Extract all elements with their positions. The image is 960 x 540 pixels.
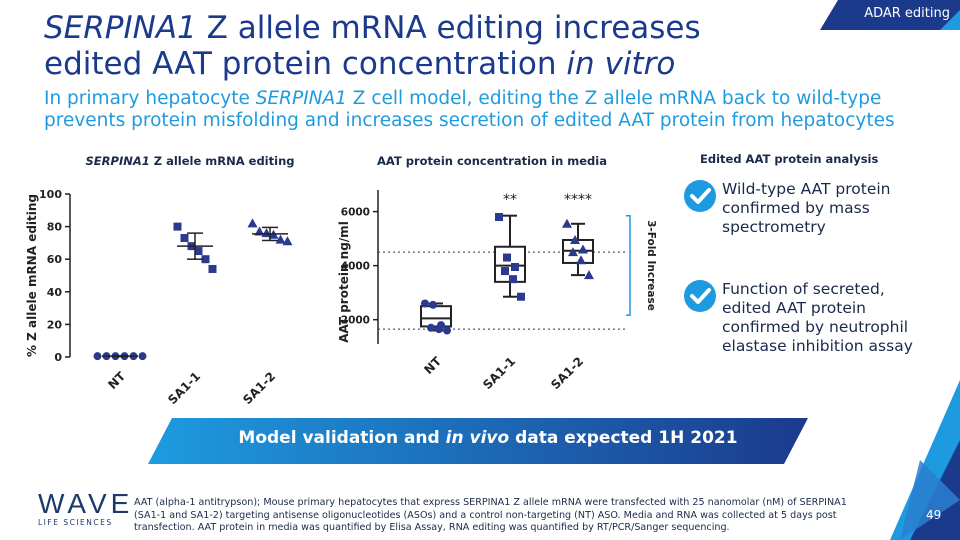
chart1-title-gene: SERPINA1 [85, 154, 150, 168]
data-point [247, 218, 258, 228]
editing-scatter-chart: 0 20 40 60 80 100% Z allele mRNA editing NT SA1… [25, 188, 293, 407]
significance-label: **** [564, 192, 592, 208]
banner-text: Model validation and in vivo data expect… [208, 428, 768, 448]
banner-text-italic: in vivo [445, 428, 510, 448]
y-tick-label: 40 [47, 286, 63, 299]
subtitle-gene: SERPINA1 [255, 88, 347, 109]
data-point [282, 236, 293, 246]
title-gene: SERPINA1 [44, 10, 197, 46]
page-subtitle: In primary hepatocyte SERPINA1 Z cell mo… [44, 88, 904, 132]
data-point [421, 299, 429, 308]
status-banner: Model validation and in vivo data expect… [148, 418, 808, 464]
data-point [138, 352, 147, 361]
y-tick-label: 20 [47, 318, 63, 331]
y-axis-label: % Z allele mRNA editing [25, 194, 39, 357]
y-tick-label: 6000 [341, 207, 370, 219]
x-tick-label: NT [105, 369, 128, 392]
chart1-title-rest: Z allele mRNA editing [149, 154, 295, 168]
section-tag: ADAR editing [820, 0, 960, 30]
title-italic-end: in vitro [566, 46, 676, 82]
protein-box-chart: 2000 4000 6000 AAT protein ng/ml NT SA1-1 SA1-… [337, 190, 657, 392]
checkmark-icon [684, 180, 716, 212]
chart1-title: SERPINA1 Z allele mRNA editing [60, 154, 320, 168]
data-point [517, 292, 525, 301]
company-logo: WAVE LIFE SCIENCES [38, 488, 138, 527]
data-point [578, 244, 588, 254]
checkmark-icon [684, 280, 716, 312]
data-point [180, 234, 189, 243]
analysis-item-text: Wild-type AAT protein confirmed by mass … [722, 180, 891, 236]
data-point [584, 270, 594, 280]
logo-subtitle: LIFE SCIENCES [38, 518, 113, 527]
data-point [173, 222, 182, 231]
data-point [443, 326, 451, 335]
decorative-triangles [890, 380, 960, 540]
data-point [509, 275, 517, 284]
data-point [562, 218, 572, 228]
banner-text-1: Model validation and [238, 428, 446, 448]
x-tick-label: NT [421, 354, 444, 377]
data-point [576, 255, 586, 265]
x-tick-label: SA1-1 [480, 354, 518, 392]
data-point [570, 234, 580, 244]
data-point [93, 352, 102, 361]
y-tick-label: 60 [47, 253, 63, 266]
page-title: SERPINA1 Z allele mRNA editing increases… [44, 10, 824, 82]
analysis-title: Edited AAT protein analysis [700, 152, 879, 166]
data-point [501, 267, 509, 276]
y-axis-label: AAT protein ng/ml [337, 221, 351, 343]
data-point [427, 323, 435, 332]
page-number: 49 [926, 508, 942, 522]
significance-label: ** [503, 192, 517, 208]
analysis-item-text: Function of secreted, edited AAT protein… [722, 280, 913, 355]
data-point [495, 213, 503, 222]
data-point [208, 264, 217, 273]
y-tick-label: 100 [39, 188, 62, 201]
data-point [503, 253, 511, 262]
subtitle-text-1: In primary hepatocyte [44, 88, 256, 109]
data-point [275, 234, 286, 244]
chart2-title: AAT protein concentration in media [376, 154, 607, 168]
data-point [429, 300, 437, 309]
data-point [201, 255, 210, 264]
title-text-2: edited AAT protein concentration [44, 46, 567, 82]
banner-text-2: data expected 1H 2021 [509, 428, 738, 448]
data-point [194, 247, 203, 256]
data-point [435, 325, 443, 334]
logo-word: WAVE [38, 488, 134, 519]
x-tick-label: SA1-1 [165, 369, 203, 407]
y-tick-label: 4000 [341, 261, 370, 273]
data-point [261, 228, 272, 238]
data-point [511, 263, 519, 271]
y-tick-label: 0 [54, 351, 62, 364]
x-tick-label: SA1-2 [240, 369, 278, 407]
subtitle-text-2: Z cell model, editing the Z allele mRNA … [44, 88, 895, 131]
y-tick-label: 80 [47, 221, 63, 234]
footnote: AAT (alpha-1 antitrypson); Mouse primary… [134, 497, 847, 533]
title-text-1: Z allele mRNA editing increases [196, 10, 701, 46]
fold-bracket [626, 215, 631, 316]
x-tick-label: SA1-2 [548, 354, 586, 392]
section-tag-label: ADAR editing [864, 6, 950, 21]
y-tick-label: 2000 [341, 315, 370, 327]
box [420, 305, 452, 328]
data-point [568, 247, 578, 257]
fold-bracket-label: 3-Fold Increase [645, 220, 657, 311]
